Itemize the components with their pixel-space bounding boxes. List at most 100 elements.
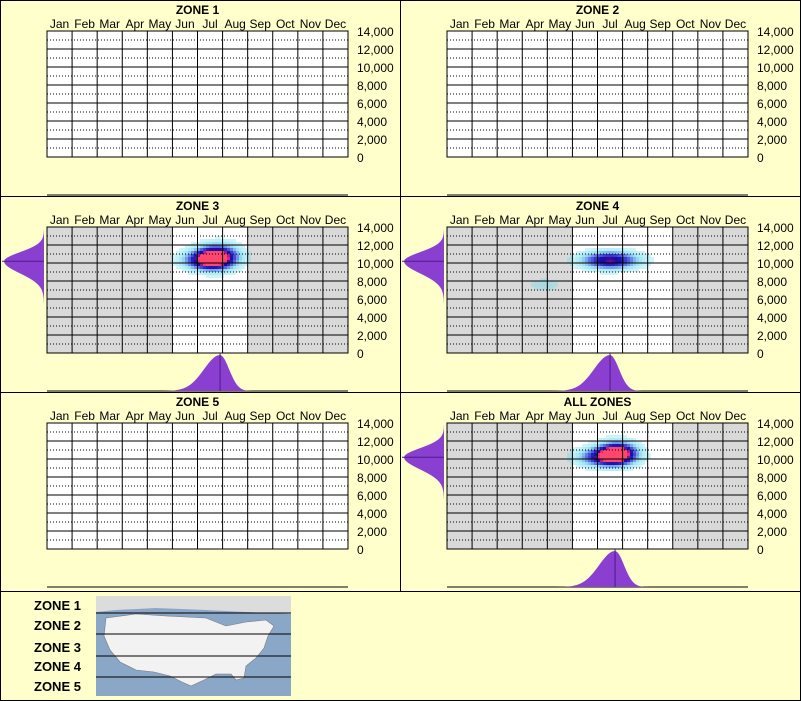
heat-cell (218, 272, 221, 275)
heat-cell (645, 263, 648, 266)
heat-cell (618, 441, 621, 444)
heat-cell (615, 462, 618, 465)
heat-cell (636, 444, 639, 447)
heat-cell (218, 257, 221, 260)
month-label: Apr (125, 409, 144, 423)
heat-cell (200, 269, 203, 272)
heat-cell (627, 438, 630, 441)
heat-cell (630, 257, 633, 260)
month-label: Mar (499, 213, 520, 227)
heat-cell (576, 465, 579, 468)
heat-cell (636, 257, 639, 260)
heat-cell (642, 251, 645, 254)
heat-cell (594, 462, 597, 465)
heat-cell (233, 260, 236, 263)
heat-cell (212, 263, 215, 266)
heat-cell (597, 266, 600, 269)
elevation-profile (404, 229, 444, 304)
heat-cell (573, 447, 576, 450)
y-tick-label: 4,000 (757, 115, 787, 129)
heat-cell (197, 245, 200, 248)
heat-cell (203, 254, 206, 257)
heat-cell (576, 453, 579, 456)
heat-cell (600, 465, 603, 468)
y-tick-label: 14,000 (757, 221, 794, 235)
heat-cell (230, 263, 233, 266)
heat-cell (582, 266, 585, 269)
heat-cell (582, 257, 585, 260)
heat-cell (212, 239, 215, 242)
heat-cell (615, 444, 618, 447)
heat-cell (639, 459, 642, 462)
month-label: Jul (202, 213, 217, 227)
heat-cell (612, 456, 615, 459)
heat-cell (603, 456, 606, 459)
heat-cell (627, 269, 630, 272)
heat-cell (636, 447, 639, 450)
month-label: Dec (325, 17, 346, 31)
heat-cell (600, 248, 603, 251)
heat-cell (579, 465, 582, 468)
heat-cell (603, 453, 606, 456)
heat-cell (594, 251, 597, 254)
heat-cell (242, 254, 245, 257)
heat-cell (591, 260, 594, 263)
heat-cell (200, 248, 203, 251)
heat-cell (606, 272, 609, 275)
heat-cell (609, 248, 612, 251)
heat-cell (555, 284, 558, 287)
heat-cell (245, 254, 248, 257)
heat-cell (627, 251, 630, 254)
heat-cell (636, 462, 639, 465)
heat-cell (218, 269, 221, 272)
heat-cell (591, 462, 594, 465)
heat-cell (239, 263, 242, 266)
heat-cell (639, 266, 642, 269)
heat-cell (627, 260, 630, 263)
y-tick-label: 6,000 (357, 489, 387, 503)
heat-cell (603, 450, 606, 453)
zone-panel: ZONE 5 Jan Feb Mar Apr May Jun Jul Aug Sep Oct Nov D… (0, 392, 401, 592)
heat-cell (179, 263, 182, 266)
heat-cell (200, 242, 203, 245)
heat-cell (609, 465, 612, 468)
heat-cell (633, 459, 636, 462)
heat-cell (555, 281, 558, 284)
heat-cell (540, 281, 543, 284)
heat-cell (203, 245, 206, 248)
heat-cell (591, 450, 594, 453)
heat-cell (591, 444, 594, 447)
heat-cell (218, 239, 221, 242)
heat-cell (615, 441, 618, 444)
heat-cell (609, 447, 612, 450)
heat-cell (218, 263, 221, 266)
heat-cell (633, 269, 636, 272)
heat-cell (600, 444, 603, 447)
heat-cell (597, 251, 600, 254)
y-tick-label: 12,000 (757, 43, 794, 57)
month-label: Jan (450, 409, 469, 423)
heat-cell (606, 438, 609, 441)
heat-cell (615, 450, 618, 453)
heat-cell (627, 248, 630, 251)
heat-cell (209, 266, 212, 269)
heat-cell (594, 447, 597, 450)
heat-cell (185, 269, 188, 272)
month-label: Jun (175, 213, 194, 227)
panel-title: ZONE 4 (576, 199, 620, 213)
heat-cell (591, 254, 594, 257)
heat-cell (606, 444, 609, 447)
heat-cell (606, 465, 609, 468)
heat-cell (173, 254, 176, 257)
heat-cell (185, 245, 188, 248)
heat-cell (218, 251, 221, 254)
heat-cell (203, 248, 206, 251)
heat-cell (224, 251, 227, 254)
heat-cell (227, 254, 230, 257)
heat-cell (603, 462, 606, 465)
heat-cell (603, 272, 606, 275)
heat-cell (612, 462, 615, 465)
heat-cell (612, 269, 615, 272)
heat-cell (609, 444, 612, 447)
y-tick-label: 2,000 (357, 133, 387, 147)
